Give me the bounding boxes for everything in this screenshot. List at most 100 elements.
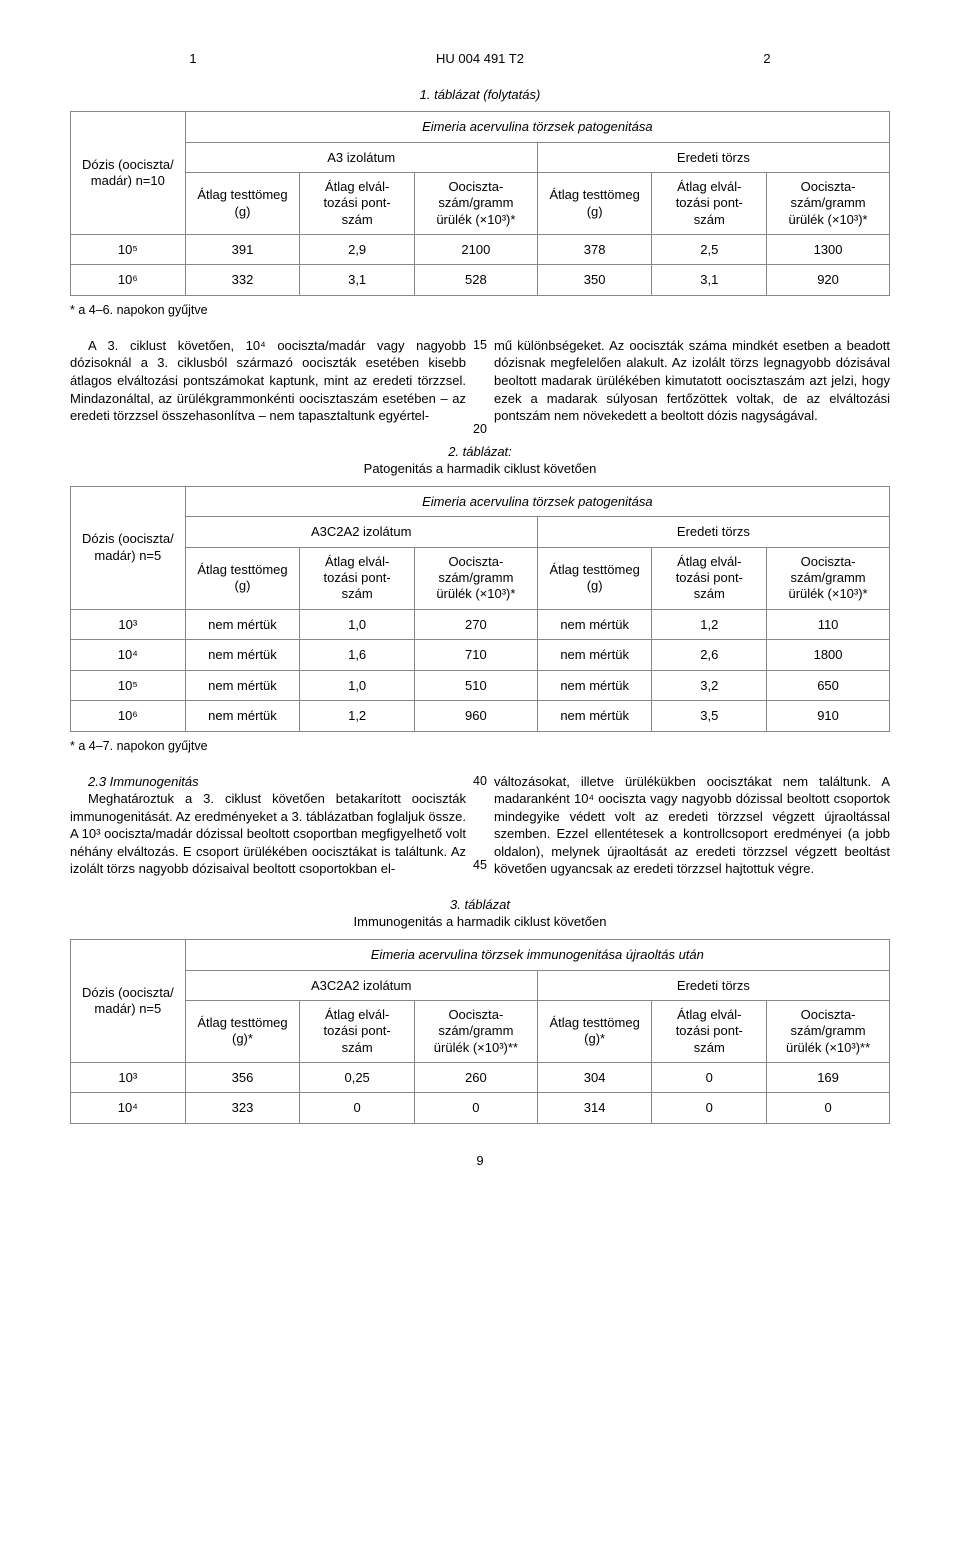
cell: 2,6	[652, 640, 767, 671]
cell: 528	[414, 265, 537, 296]
cell: 304	[537, 1062, 652, 1093]
cell: 1,2	[652, 609, 767, 640]
cell: 650	[767, 670, 890, 701]
cell: 270	[414, 609, 537, 640]
table1: Dózis (oociszta/ madár) n=10 Eimeria ace…	[70, 111, 890, 296]
cell: 2,5	[652, 234, 767, 265]
cell: 0	[652, 1093, 767, 1124]
cell: 2,9	[300, 234, 415, 265]
line-number: 40	[469, 773, 491, 790]
table1-group2: Eredeti törzs	[537, 142, 889, 173]
table2-strain-title-text: Eimeria acervulina törzsek patogenitása	[422, 494, 653, 509]
cell: 510	[414, 670, 537, 701]
para2-left: 2.3 Immunogenitás Meghatároztuk a 3. cik…	[70, 773, 466, 878]
doc-id: HU 004 491 T2	[316, 50, 644, 68]
table2-group2: Eredeti törzs	[537, 517, 889, 548]
table2-title-line1: 2. táblázat:	[70, 443, 890, 461]
cell: nem mértük	[537, 670, 652, 701]
table3-col-c5: Átlag elvál- tozási pont- szám	[652, 1001, 767, 1063]
table1-group1: A3 izolátum	[185, 142, 537, 173]
cell: 10⁵	[71, 234, 186, 265]
cell: 2100	[414, 234, 537, 265]
cell: nem mértük	[185, 640, 300, 671]
table-row: 10³ 356 0,25 260 304 0 169	[71, 1062, 890, 1093]
table2-col-c1: Átlag testtömeg (g)	[185, 547, 300, 609]
table3-title-line1: 3. táblázat	[70, 896, 890, 914]
cell: 10³	[71, 609, 186, 640]
table2-col-c4: Átlag testtömeg (g)	[537, 547, 652, 609]
table2-title-line2: Patogenitás a harmadik ciklust követően	[364, 461, 597, 476]
cell: 3,2	[652, 670, 767, 701]
table-row: 10⁵ nem mértük 1,0 510 nem mértük 3,2 65…	[71, 670, 890, 701]
cell: 356	[185, 1062, 300, 1093]
table-row: 10⁶ 332 3,1 528 350 3,1 920	[71, 265, 890, 296]
cell: nem mértük	[537, 701, 652, 732]
table3-col-c1: Átlag testtömeg (g)*	[185, 1001, 300, 1063]
cell: nem mértük	[537, 640, 652, 671]
para-block-2: 2.3 Immunogenitás Meghatároztuk a 3. cik…	[70, 773, 890, 878]
cell: 10⁴	[71, 640, 186, 671]
table1-col-c4: Átlag testtömeg (g)	[537, 173, 652, 235]
table3-col-c2: Átlag elvál- tozási pont- szám	[300, 1001, 415, 1063]
table1-title: 1. táblázat (folytatás)	[70, 86, 890, 104]
cell: 0,25	[300, 1062, 415, 1093]
cell: 10⁶	[71, 701, 186, 732]
table3-col-c6: Oociszta- szám/gramm ürülék (×10³)**	[767, 1001, 890, 1063]
cell: 260	[414, 1062, 537, 1093]
cell: 920	[767, 265, 890, 296]
col-num-left: 1	[70, 50, 316, 68]
table-row: 10⁴ 323 0 0 314 0 0	[71, 1093, 890, 1124]
page-number: 9	[70, 1152, 890, 1170]
cell: nem mértük	[185, 701, 300, 732]
cell: 3,5	[652, 701, 767, 732]
line-number: 45	[469, 857, 491, 874]
cell: 0	[652, 1062, 767, 1093]
table3-group1: A3C2A2 izolátum	[185, 970, 537, 1001]
table1-col-c2: Átlag elvál- tozási pont- szám	[300, 173, 415, 235]
table2-col-c2: Átlag elvál- tozási pont- szám	[300, 547, 415, 609]
table-row: 10³ nem mértük 1,0 270 nem mértük 1,2 11…	[71, 609, 890, 640]
table1-col-c1: Átlag testtömeg (g)	[185, 173, 300, 235]
cell: 0	[767, 1093, 890, 1124]
table2: Dózis (oociszta/ madár) n=5 Eimeria acer…	[70, 486, 890, 732]
cell: 314	[537, 1093, 652, 1124]
cell: 1300	[767, 234, 890, 265]
table2-col-c5: Átlag elvál- tozási pont- szám	[652, 547, 767, 609]
cell: 960	[414, 701, 537, 732]
table2-col-c3: Oociszta- szám/gramm ürülék (×10³)*	[414, 547, 537, 609]
para2-right: változásokat, illetve ürülékükben oocisz…	[494, 773, 890, 878]
line-number: 15	[469, 337, 491, 354]
table-row: 10⁴ nem mértük 1,6 710 nem mértük 2,6 18…	[71, 640, 890, 671]
table-row: 10⁶ nem mértük 1,2 960 nem mértük 3,5 91…	[71, 701, 890, 732]
para-block-1: A 3. ciklust követően, 10⁴ oociszta/madá…	[70, 337, 890, 425]
cell: 1,0	[300, 609, 415, 640]
cell: 350	[537, 265, 652, 296]
cell: 378	[537, 234, 652, 265]
cell: 710	[414, 640, 537, 671]
table2-group1: A3C2A2 izolátum	[185, 517, 537, 548]
table1-col-c5: Átlag elvál- tozási pont- szám	[652, 173, 767, 235]
table3-group2: Eredeti törzs	[537, 970, 889, 1001]
cell: 0	[414, 1093, 537, 1124]
cell: 1,2	[300, 701, 415, 732]
table1-strain-title: Eimeria acervulina törzsek patogenitása	[185, 112, 889, 143]
cell: 332	[185, 265, 300, 296]
table3-rowlabel: Dózis (oociszta/ madár) n=5	[71, 940, 186, 1063]
table3-col-c3: Oociszta- szám/gramm ürülék (×10³)**	[414, 1001, 537, 1063]
cell: nem mértük	[537, 609, 652, 640]
cell: 10³	[71, 1062, 186, 1093]
cell: 169	[767, 1062, 890, 1093]
para1-right: mű különbségeket. Az oociszták száma min…	[494, 337, 890, 425]
table2-rowlabel: Dózis (oociszta/ madár) n=5	[71, 486, 186, 609]
table2-title: 2. táblázat: Patogenitás a harmadik cikl…	[70, 443, 890, 478]
table1-col-c3: Oociszta- szám/gramm ürülék (×10³)*	[414, 173, 537, 235]
cell: 10⁴	[71, 1093, 186, 1124]
line-number: 20	[469, 421, 491, 438]
cell: 3,1	[652, 265, 767, 296]
table3: Dózis (oociszta/ madár) n=5 Eimeria acer…	[70, 939, 890, 1124]
table3-strain-title: Eimeria acervulina törzsek immunogenitás…	[185, 940, 889, 971]
table1-rowlabel: Dózis (oociszta/ madár) n=10	[71, 112, 186, 235]
cell: 1,6	[300, 640, 415, 671]
page-header: 1 HU 004 491 T2 2	[70, 50, 890, 68]
table1-col-c6: Oociszta- szám/gramm ürülék (×10³)*	[767, 173, 890, 235]
